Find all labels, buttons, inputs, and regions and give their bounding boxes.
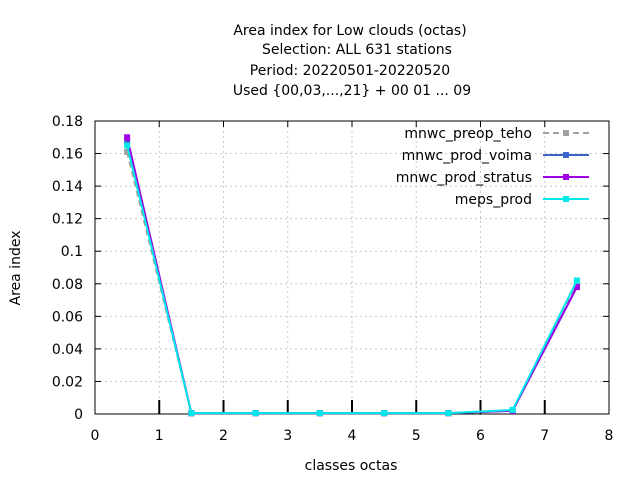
legend-marker <box>563 152 569 158</box>
legend-label: mnwc_preop_teho <box>404 126 532 142</box>
grid <box>95 121 609 414</box>
x-tick-label: 7 <box>540 428 549 444</box>
data-point <box>124 148 131 155</box>
data-point <box>124 134 131 141</box>
y-tick-label: 0.16 <box>52 147 83 163</box>
y-tick-label: 0.02 <box>52 374 83 390</box>
data-point <box>381 410 388 417</box>
x-tick-label: 6 <box>476 428 485 444</box>
legend-marker <box>563 130 569 136</box>
series-group <box>124 134 580 417</box>
y-tick-label: 0.06 <box>52 309 83 325</box>
x-tick-label: 8 <box>605 428 614 444</box>
chart-title: Area index for Low clouds (octas) Select… <box>233 23 471 99</box>
x-tick-label: 4 <box>348 428 357 444</box>
data-point <box>316 410 323 417</box>
y-tick-label: 0.08 <box>52 277 83 293</box>
title-line-3: Period: 20220501-20220520 <box>250 63 450 79</box>
data-point <box>252 410 259 417</box>
data-point <box>124 142 131 149</box>
y-tick-label: 0.1 <box>61 244 83 260</box>
legend-marker <box>563 174 569 180</box>
x-axis-label: classes octas <box>305 458 398 474</box>
title-line-4: Used {00,03,...,21} + 00 01 ... 09 <box>233 83 471 99</box>
data-point <box>445 410 452 417</box>
series-line <box>126 145 578 415</box>
x-tick-label: 0 <box>91 428 100 444</box>
legend-marker <box>563 196 569 202</box>
y-tick-label: 0.12 <box>52 212 83 228</box>
y-tick-label: 0 <box>74 407 83 423</box>
x-tick-label: 3 <box>283 428 292 444</box>
y-tick-label: 0.04 <box>52 342 83 358</box>
legend-label: mnwc_prod_stratus <box>396 170 532 186</box>
data-point <box>188 410 195 417</box>
data-point <box>573 280 580 287</box>
y-axis-label: Area index <box>8 231 24 306</box>
data-point <box>573 284 580 291</box>
y-tick-label: 0.18 <box>52 114 83 130</box>
title-line-2: Selection: ALL 631 stations <box>262 42 452 58</box>
x-tick-label: 5 <box>412 428 421 444</box>
title-line-1: Area index for Low clouds (octas) <box>233 23 466 39</box>
y-tick-label: 0.14 <box>52 179 83 195</box>
legend: mnwc_preop_teho mnwc_prod_voima mnwc_prod_… <box>396 126 589 208</box>
x-tick-label: 2 <box>219 428 228 444</box>
axis-ticks: 0 0.02 0.04 0.06 0.08 0.1 0.12 0.14 0.16 0.18 0 1 2 3… <box>52 114 614 444</box>
legend-label: mnwc_prod_voima <box>402 148 532 164</box>
data-point <box>509 406 516 413</box>
x-tick-label: 1 <box>155 428 164 444</box>
data-point <box>573 277 580 284</box>
legend-label: meps_prod <box>455 192 532 208</box>
